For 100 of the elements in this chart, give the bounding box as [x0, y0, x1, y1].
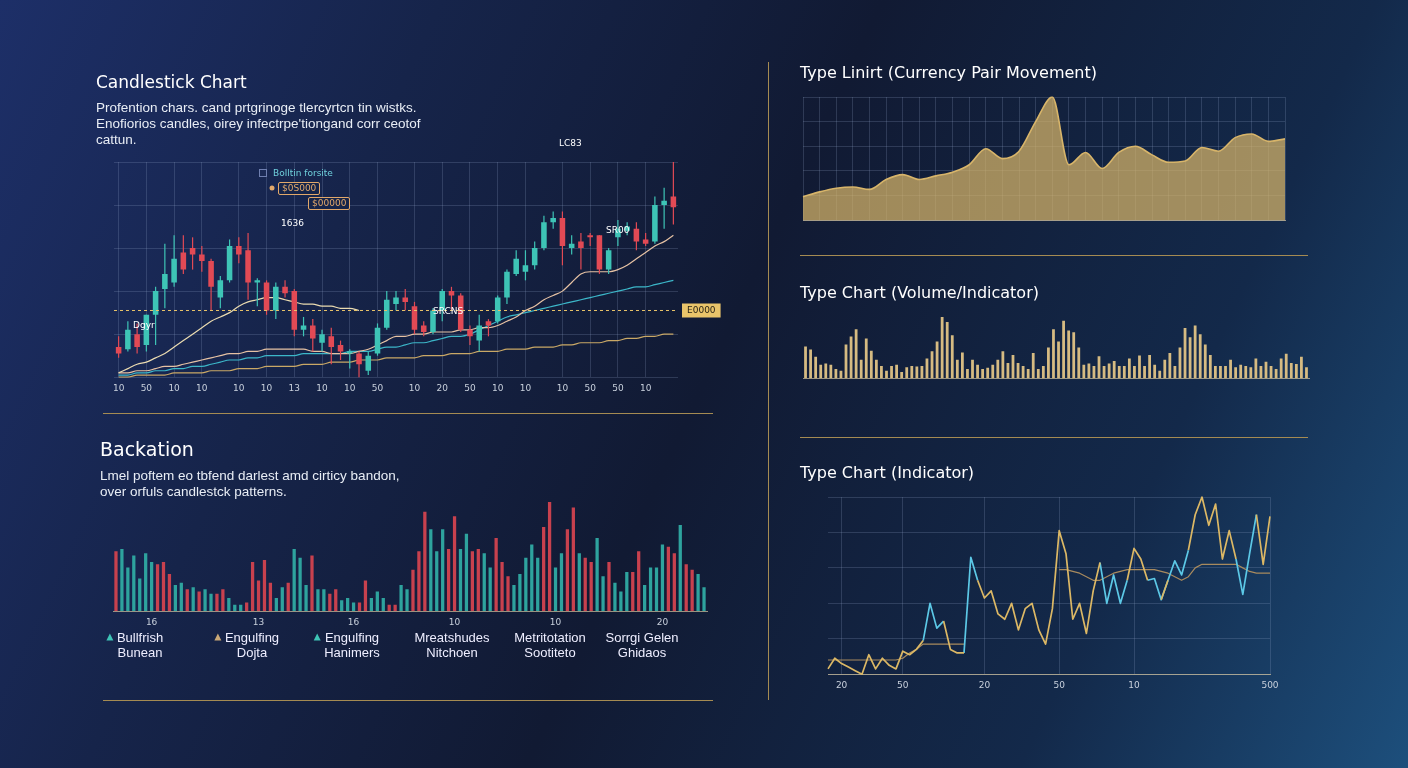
bar [197, 591, 201, 612]
bar [1052, 329, 1055, 379]
bar [613, 582, 617, 612]
text: Engulfing Hanimers [324, 630, 380, 660]
bar [869, 350, 873, 379]
bar [824, 363, 828, 379]
bar [565, 529, 570, 612]
x-tick-label: 50 [464, 382, 476, 393]
bar [310, 555, 314, 612]
bar [583, 557, 587, 612]
x-tick-label: 10 [639, 382, 652, 393]
annotation: Bolltin forsite [273, 168, 333, 178]
bar [910, 365, 914, 379]
bar [215, 593, 219, 612]
chart-subtitle: Profention chars. cand prtgrinoge tlercyrtcn tin wistks. Enofiorios candles, oirey infectrpe'tiongand corr ceotof cattun. [96, 100, 422, 148]
bar [829, 364, 833, 379]
bar [1244, 365, 1248, 379]
x-tick-label: 10 [556, 382, 569, 393]
bar [227, 598, 231, 612]
bar [464, 533, 469, 612]
bar [1249, 367, 1253, 379]
bar [381, 598, 385, 612]
bar [340, 600, 344, 612]
bar [1229, 359, 1232, 379]
bar [512, 584, 516, 612]
bar [1026, 369, 1030, 379]
bar [1158, 370, 1162, 379]
bar [250, 562, 255, 612]
x-tick-label: 50 [584, 382, 597, 393]
bar [524, 557, 528, 612]
bar [1148, 354, 1151, 379]
bar [286, 582, 290, 612]
x-tick-label: 10 [233, 382, 245, 393]
bar [1036, 369, 1040, 379]
bar [1077, 347, 1081, 379]
bar [536, 557, 540, 612]
chart-title: Candlestick Chart [96, 72, 247, 92]
bar [1041, 365, 1045, 379]
bar [1203, 344, 1207, 379]
bar [885, 370, 888, 379]
bar [996, 359, 1000, 379]
bar [1072, 332, 1076, 379]
bar [1067, 330, 1071, 379]
x-tick-label: 10 [316, 382, 329, 393]
bar [1062, 320, 1065, 379]
bar [363, 580, 368, 612]
bar [298, 557, 302, 612]
bar [890, 365, 893, 379]
bar [991, 364, 995, 379]
chart-subtitle: Lmel poftem eo tbfend darlest amd cirticy bandon, over orfuls candlestck patterns. [100, 468, 401, 500]
bar [1082, 364, 1086, 379]
chart-title: Type Linirt (Currency Pair Movement) [800, 63, 1097, 82]
chart-title: Backation [100, 438, 194, 460]
bar [619, 591, 623, 612]
bar [518, 574, 522, 612]
x-tick-label: 50 [140, 382, 153, 393]
bar [506, 576, 510, 612]
bar [1047, 347, 1050, 379]
bar [144, 553, 148, 612]
x-tick-label: 10 [196, 382, 208, 393]
bar [292, 548, 296, 612]
bar [595, 538, 599, 612]
bar [971, 359, 974, 379]
bar [559, 553, 564, 612]
bar [179, 582, 183, 612]
bar [488, 567, 492, 612]
bar [1208, 354, 1212, 379]
bar [334, 589, 338, 612]
bar [702, 587, 706, 612]
x-tick-label: 50 [897, 679, 909, 690]
bar [1031, 353, 1035, 379]
bar [1305, 367, 1308, 379]
bar [1219, 365, 1222, 379]
bar [1163, 359, 1167, 379]
bar [203, 589, 207, 612]
bar [981, 369, 985, 379]
bar [316, 589, 320, 612]
bar [900, 372, 904, 379]
bar [173, 584, 177, 612]
x-tick-label: 50 [371, 382, 384, 393]
bar [500, 562, 504, 612]
bar [542, 527, 546, 612]
bar [859, 359, 863, 379]
bar [577, 553, 581, 612]
bar [357, 602, 362, 612]
bar [1300, 356, 1303, 379]
bar [1112, 361, 1116, 379]
bar [864, 338, 868, 379]
bar [895, 364, 898, 379]
bar [553, 567, 558, 612]
bar [399, 584, 403, 612]
bar [126, 567, 130, 612]
chart-title: Type Chart (Indicator) [800, 463, 975, 482]
bar [631, 571, 635, 612]
bar [880, 365, 883, 379]
x-tick-label: 10 [408, 382, 421, 393]
bar [1087, 363, 1091, 379]
bar [369, 598, 374, 612]
x-tick-label: 50 [612, 382, 624, 393]
bar [1057, 341, 1060, 379]
